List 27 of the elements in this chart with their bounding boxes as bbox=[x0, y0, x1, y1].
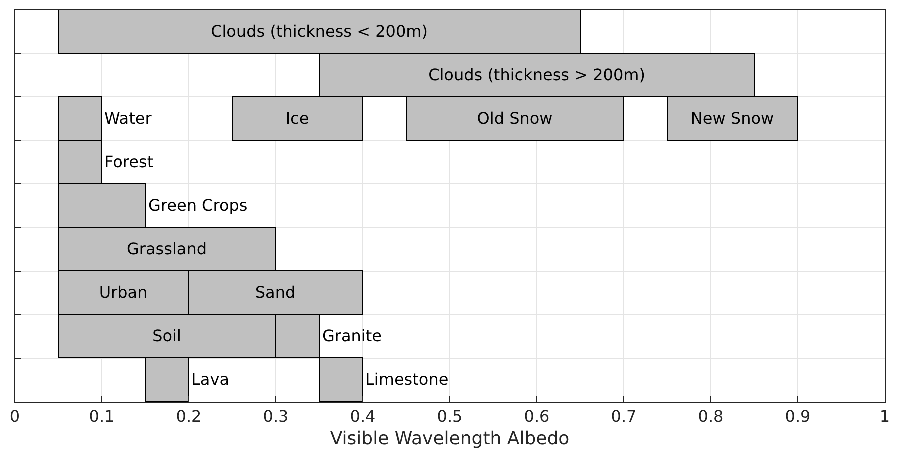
x-tick-label: 0.7 bbox=[611, 407, 637, 426]
series-label: Clouds (thickness < 200m) bbox=[211, 22, 428, 41]
series-label: New Snow bbox=[690, 109, 774, 128]
series-label: Granite bbox=[322, 326, 382, 346]
x-axis-title: Visible Wavelength Albedo bbox=[330, 428, 570, 450]
series-label: Clouds (thickness > 200m) bbox=[428, 66, 646, 84]
series-label: Urban bbox=[99, 283, 148, 302]
series-label: Soil bbox=[152, 326, 182, 346]
series-label: Ice bbox=[286, 109, 310, 128]
x-tick-label: 0.5 bbox=[437, 407, 463, 426]
x-tick-label: 0.3 bbox=[263, 407, 289, 426]
x-tick-label: 0.1 bbox=[89, 407, 115, 426]
x-tick-label: 1 bbox=[880, 407, 890, 426]
series-label: Limestone bbox=[366, 370, 449, 389]
series-label: Forest bbox=[104, 152, 154, 172]
x-tick-label: 0.2 bbox=[176, 407, 202, 426]
series-label: Green Crops bbox=[148, 196, 248, 215]
series-label: Sand bbox=[255, 283, 296, 302]
x-tick-label: 0 bbox=[10, 407, 20, 426]
series-label: Lava bbox=[192, 370, 230, 389]
x-tick-label: 0.6 bbox=[524, 407, 550, 426]
series-label: Old Snow bbox=[477, 109, 553, 128]
x-tick-label: 0.4 bbox=[350, 407, 376, 426]
x-tick-label: 0.8 bbox=[698, 407, 724, 426]
series-label: Water bbox=[104, 109, 152, 128]
x-tick-label: 0.9 bbox=[785, 407, 811, 426]
series-label: Grassland bbox=[127, 240, 207, 258]
